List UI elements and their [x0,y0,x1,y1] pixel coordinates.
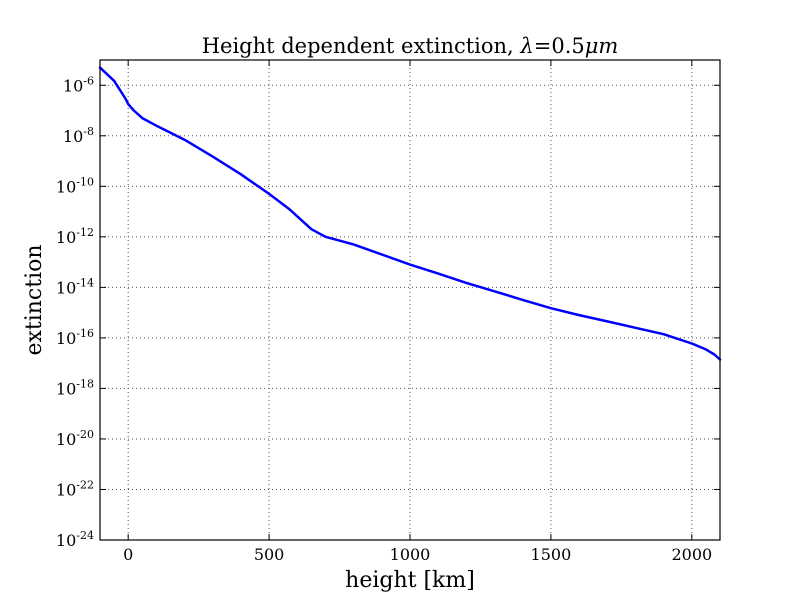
plot-lines [98,66,722,361]
x-tick-label: 1000 [390,545,431,564]
y-tick-label: 10-20 [56,428,94,449]
grid [100,60,720,540]
y-tick-label: 10-8 [63,125,94,146]
x-axis-label: height [km] [345,568,475,593]
y-tick-label: 10-16 [56,327,94,348]
x-tick-label: 2000 [671,545,712,564]
x-tick-label: 1500 [531,545,572,564]
x-tick-label: 0 [123,545,133,564]
y-tick-label: 10-24 [56,529,94,550]
series-line [98,66,722,361]
y-tick-label: 10-14 [56,276,94,297]
y-tick-label: 10-12 [56,226,94,247]
x-tick-label: 500 [254,545,285,564]
y-tick-label: 10-6 [63,74,94,95]
y-tick-label: 10-10 [56,175,94,196]
y-tick-label: 10-18 [56,377,94,398]
y-tick-label: 10-22 [56,478,94,499]
y-tick-labels: 10-6 10-8 10-10 10-12 10-14 10-16 10-18 10-20 10… [56,74,94,550]
ticks [100,60,720,541]
y-axis-label: extinction [22,244,47,355]
chart-title: Height dependent extinction, λ=0.5μm [202,34,619,58]
x-tick-labels: 0 500 1000 1500 2000 [123,545,712,564]
